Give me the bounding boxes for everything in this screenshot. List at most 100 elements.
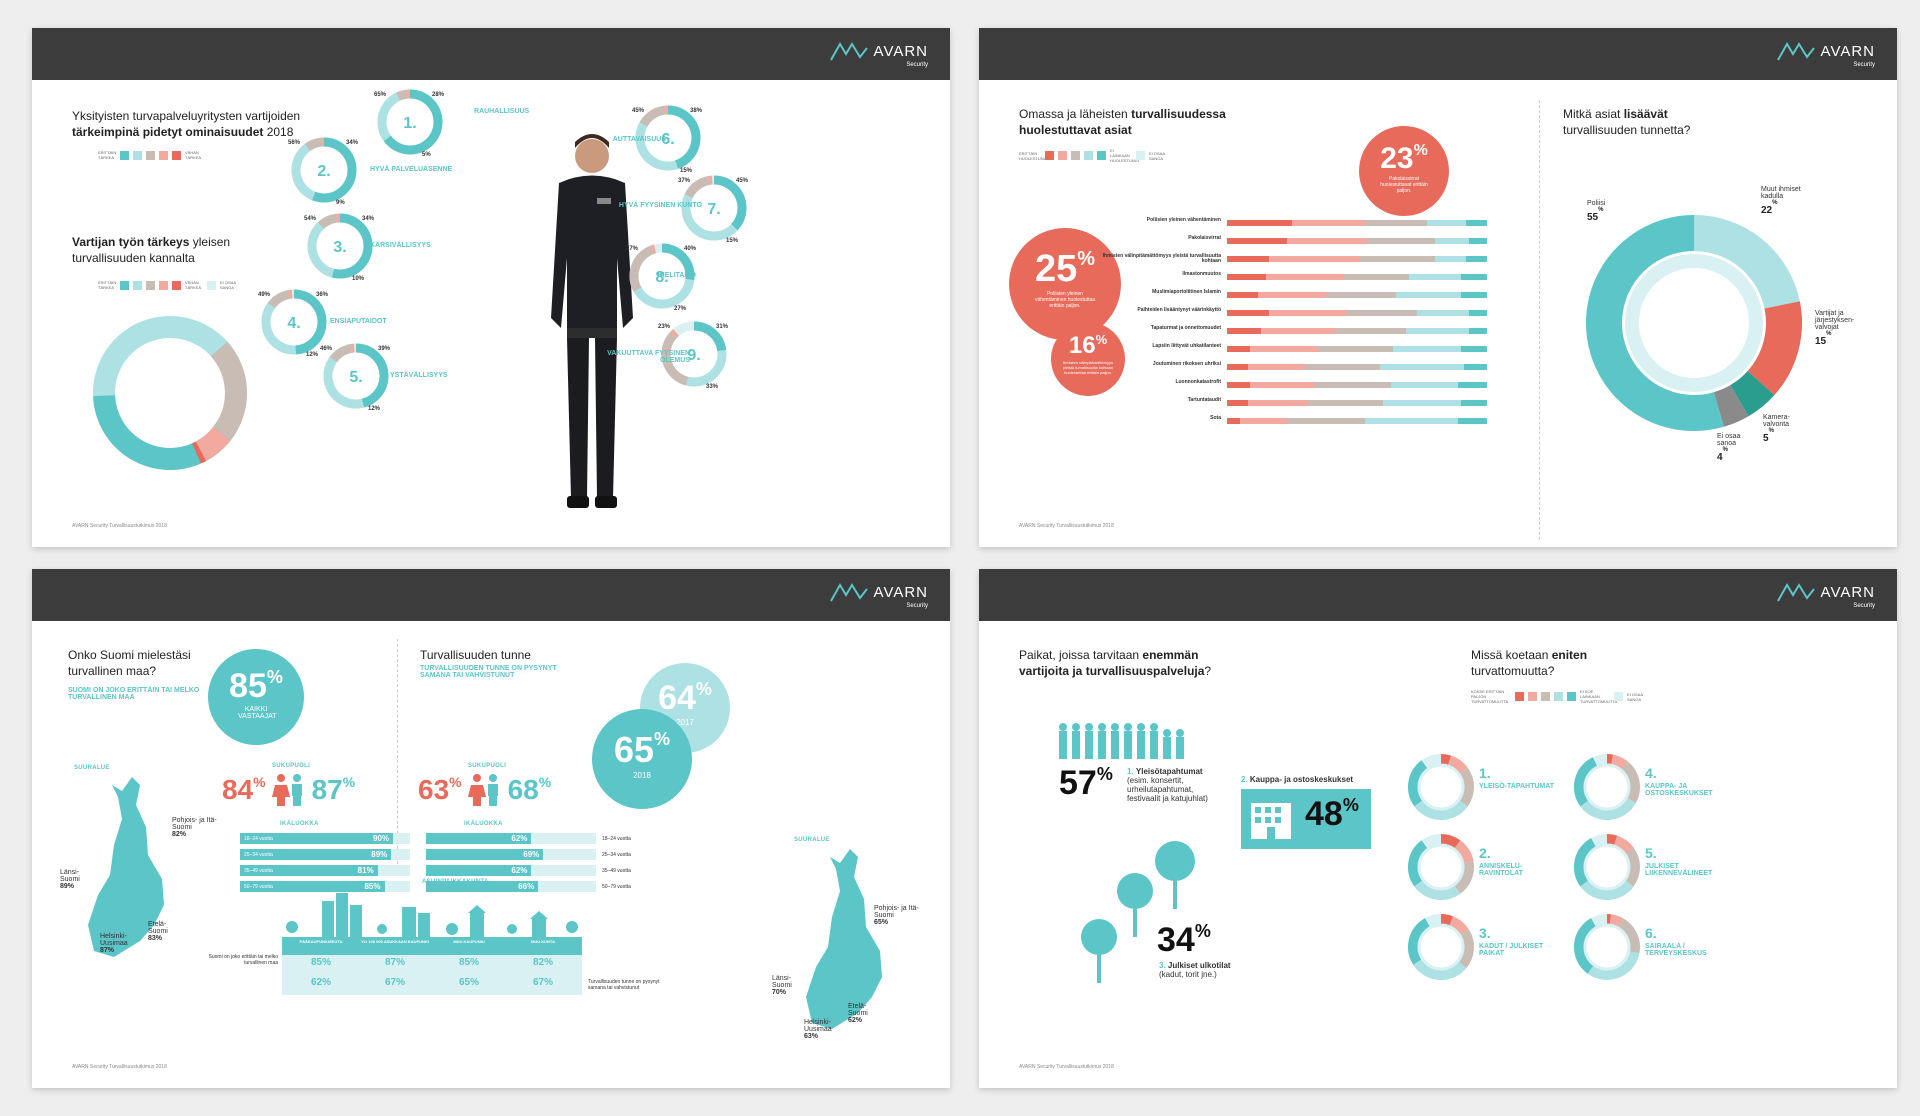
region-name: Pohjois- ja Itä-Suomi: [172, 817, 217, 831]
bar-category-label: Pakolaisvirrat: [1188, 235, 1221, 241]
bar-segment: [1364, 418, 1459, 424]
s: (esim. konsertit, urheilutapahtumat, fes…: [1127, 776, 1208, 803]
n: 2.: [1241, 775, 1248, 784]
pct-right: 39%: [378, 346, 391, 352]
bar-segment: [1292, 220, 1365, 226]
region-west-2: Länsi-Suomi 70%: [772, 975, 802, 996]
bubble-64-value: 64: [658, 679, 696, 717]
place-donut-inner: [1583, 843, 1631, 891]
person-icon: [1111, 723, 1119, 731]
age-label-1: IKÄLUOKKA: [280, 821, 319, 827]
age-label-2: IKÄLUOKKA: [464, 821, 503, 827]
legend2-left: ERITTÄIN TÄRKEÄ: [98, 280, 117, 290]
t2-bold: eniten: [1551, 648, 1588, 662]
bar-segment: [1240, 418, 1287, 424]
donut-seg-low: [661, 321, 727, 387]
quality-label: HYVÄ FYYSINEN KUNTO: [618, 202, 702, 209]
bar-segment: [1325, 292, 1396, 298]
city-note-left: Suomi on joko erittäin tai melko turvall…: [208, 954, 278, 966]
title-year: 2018: [263, 125, 294, 139]
bar-segment: [1266, 274, 1344, 280]
gm: 68: [507, 774, 539, 805]
bubble-16: 16% Ihmisten välinpitämättömyys yleistä …: [1051, 322, 1125, 396]
legend2-right: EI OSAA SANOA: [220, 280, 236, 290]
crowd-icon: [1059, 723, 1184, 759]
pct-top: 65%: [374, 92, 387, 98]
label-name: Poliisi: [1587, 200, 1606, 207]
importance-donut: [92, 316, 247, 470]
bar-segment: [1427, 220, 1467, 226]
pct-top: 23%: [658, 324, 671, 330]
age-category-label: 25–34 vuotta: [244, 852, 273, 858]
pct-top: 56%: [288, 140, 301, 146]
donut-seg-right: [661, 321, 727, 387]
age-bar-track: 69%: [426, 849, 596, 860]
bubble-85-text: KAIKKI VASTAAJAT: [238, 706, 277, 720]
bar-segment: [1468, 238, 1487, 244]
person-icon: [1059, 723, 1067, 731]
slide-header: AVARN Security: [979, 569, 1897, 621]
person-body: [1150, 731, 1158, 759]
pct-top: 49%: [258, 292, 271, 298]
s: (kadut, torit jne.): [1159, 970, 1217, 979]
donut-seg-low: [307, 213, 373, 279]
slide2-title2: Mitkä asiat lisäävät turvallisuuden tunne…: [1563, 106, 1763, 138]
bubble-85: 85% KAIKKI VASTAAJAT: [208, 649, 304, 745]
bar-segment: [1359, 256, 1435, 262]
brand-sub: Security: [906, 603, 928, 609]
pct-right: 34%: [362, 216, 375, 222]
brand-name: AVARN: [873, 42, 928, 60]
donut-seg-low: [377, 89, 443, 155]
region-name: Helsinki-Uusimaa: [100, 933, 128, 947]
label-name: Vartijat ja järjestyksen-valvojat: [1815, 310, 1855, 331]
place-number: 3.: [1479, 925, 1491, 941]
bar-segment: [1435, 238, 1469, 244]
donut-seg-top: [629, 243, 695, 309]
place-label: YLEISÖ-TAPAHTUMAT: [1479, 783, 1555, 790]
avarn-logo: AVARN Security: [829, 581, 928, 609]
divider: [397, 639, 398, 869]
gender-label-2: SUKUPUOLI: [468, 763, 507, 769]
t2-line2: turvattomuutta?: [1471, 664, 1555, 678]
bar-segment: [1318, 346, 1394, 352]
quality-number: 7.: [707, 201, 720, 218]
region-label-2: SUURALUE: [794, 837, 830, 843]
bar-segment: [1466, 220, 1487, 226]
region-value: 89%: [60, 883, 75, 890]
bar-segment: [1435, 256, 1467, 262]
label-name: Ei osaa sanoa: [1717, 433, 1741, 447]
donut-hole: [643, 257, 681, 295]
age-category-label: 35–49 vuotta: [602, 868, 631, 874]
region-label: SUURALUE: [74, 765, 110, 771]
bar-segment: [1461, 400, 1487, 406]
place-donut-seg: [1574, 834, 1640, 900]
footer: AVARN Security Turvallisuustutkimus 2018: [72, 1064, 167, 1070]
age-bar-track: 89%: [240, 849, 410, 860]
slide1-title: Yksityisten turvapalveluyritysten vartij…: [72, 108, 332, 140]
region-name: Länsi-Suomi: [772, 975, 792, 989]
t2-rest: turvallisuuden tunnetta?: [1563, 123, 1691, 137]
person-icon: [1137, 723, 1145, 731]
bar-segment: [1227, 220, 1292, 226]
person-icon: [1085, 723, 1093, 731]
donut-seg-right: [323, 343, 389, 409]
bar-segment: [1227, 238, 1287, 244]
bar-category-label: Sota: [1210, 415, 1221, 421]
bar-segment: [1227, 274, 1266, 280]
trees-icon: [1081, 841, 1195, 983]
pct-right: 40%: [684, 246, 697, 252]
bar-category-label: Lapsiin liittyvät uhkatilanteet: [1152, 343, 1221, 349]
bar-segment: [1383, 400, 1461, 406]
donut-seg-top: [661, 321, 727, 387]
mountain-logo-icon: [1776, 583, 1815, 602]
t1-pre: Paikat, joissa tarvitaan: [1019, 648, 1140, 662]
place-donut-inner: [1417, 763, 1465, 811]
place-number: 5.: [1645, 845, 1657, 861]
person-body: [1163, 737, 1171, 759]
place-number: 6.: [1645, 925, 1657, 941]
donut-seg-top: [635, 105, 701, 171]
footer: AVARN Security Turvallisuustutkimus 2018: [1019, 1064, 1114, 1070]
city-value-row2: 62%: [310, 977, 331, 988]
donut-seg-bottom: [661, 321, 727, 387]
security-guard-image: [551, 134, 633, 508]
